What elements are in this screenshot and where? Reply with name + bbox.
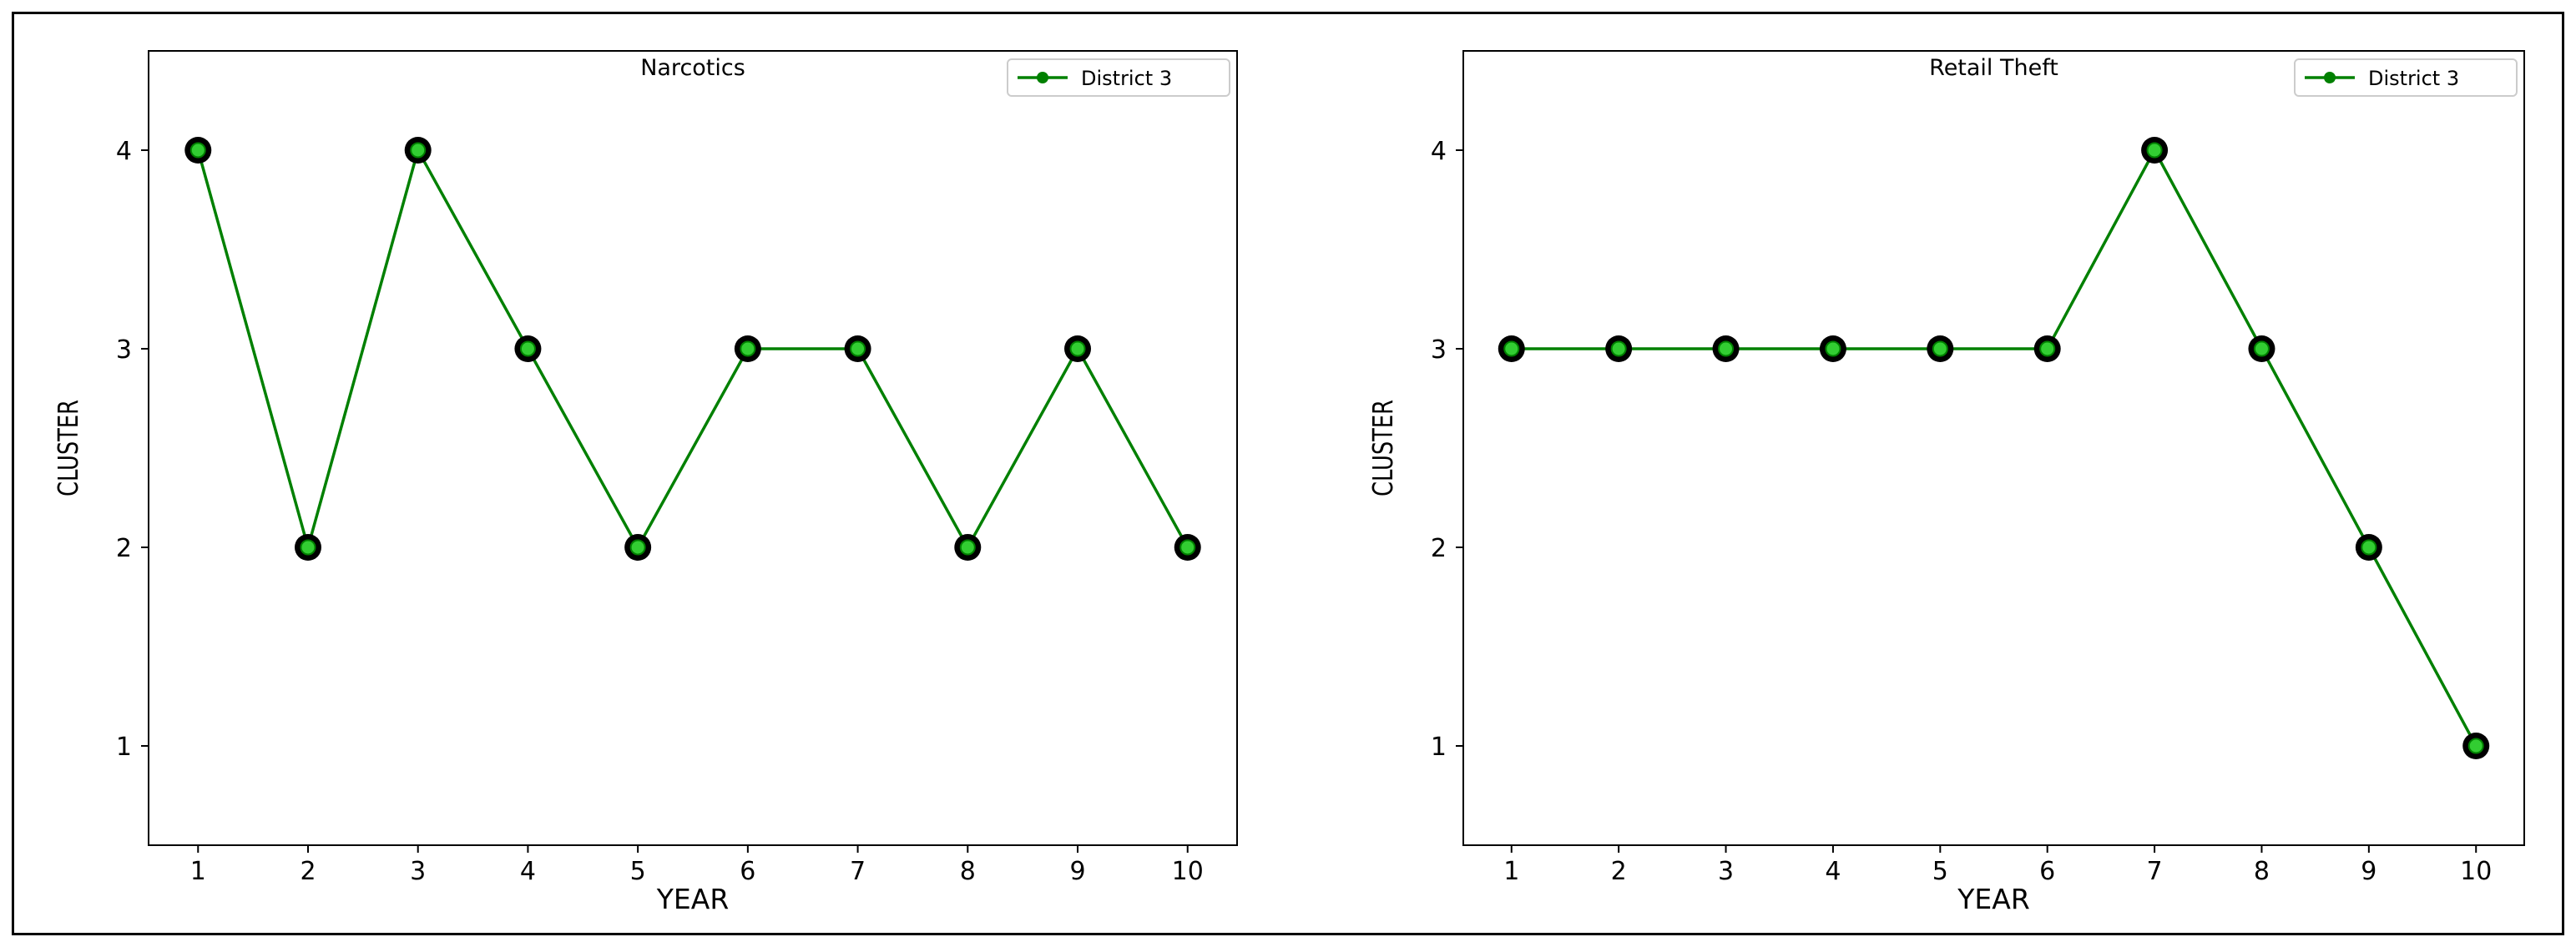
narcotics-x-tick-label: 2 [300, 857, 316, 886]
retail-theft-x-tick-label: 6 [2039, 857, 2055, 886]
retail-theft-y-axis-label: CLUSTER [1367, 400, 1399, 496]
retail-theft-point [2253, 340, 2270, 357]
narcotics-y-tick-label: 2 [116, 534, 132, 563]
narcotics-x-tick-label: 5 [630, 857, 646, 886]
narcotics-y-tick-label: 3 [116, 335, 132, 365]
retail-theft-x-tick-label: 1 [1503, 857, 1519, 886]
narcotics-x-tick-label: 8 [960, 857, 976, 886]
narcotics-series-line [196, 149, 1190, 549]
retail-theft-x-tick-label: 10 [2460, 857, 2492, 886]
narcotics-legend-box [1007, 58, 1230, 97]
retail-theft-point [1718, 340, 1735, 357]
figure-frame: 1 2 3 4 5 6 7 8 9 10 1 2 3 4 Narcotics YEAR CLUSTER Distr… [12, 12, 2564, 935]
retail-theft-x-tick-label: 9 [2361, 857, 2376, 886]
retail-theft-x-tick-label: 2 [1611, 857, 1627, 886]
narcotics-x-axis-label: YEAR [656, 883, 730, 915]
retail-theft-x-tick-label: 7 [2147, 857, 2163, 886]
retail-theft-point [1503, 340, 1520, 357]
retail-theft-axes-box [1462, 50, 2525, 846]
retail-theft-x-tick-label: 5 [1932, 857, 1948, 886]
narcotics-point [629, 539, 646, 556]
retail-theft-chart: 1 2 3 4 5 6 7 8 9 10 1 2 3 4 Retail Theft YEAR CLUSTER Di… [1367, 50, 2525, 915]
retail-theft-point [2146, 142, 2163, 159]
retail-theft-x-tick-label: 4 [1825, 857, 1841, 886]
narcotics-point [410, 142, 427, 159]
narcotics-y-tick-label: 1 [116, 733, 132, 762]
retail-theft-title: Retail Theft [1929, 55, 2058, 81]
retail-theft-legend-marker [2324, 72, 2336, 83]
retail-theft-x-axis-label: YEAR [1957, 883, 2030, 915]
narcotics-y-tick-label: 4 [116, 137, 132, 166]
narcotics-x-tick-label: 6 [740, 857, 755, 886]
narcotics-x-tick-label: 1 [190, 857, 206, 886]
narcotics-x-tick-label: 3 [410, 857, 426, 886]
narcotics-point [959, 539, 976, 556]
retail-theft-series-line [1511, 149, 2478, 747]
retail-theft-y-tick-label: 2 [1431, 534, 1447, 563]
narcotics-legend-marker [1037, 72, 1048, 83]
narcotics-point [189, 142, 206, 159]
narcotics-legend-label: District 3 [1081, 67, 1172, 90]
retail-theft-x-tick-label: 3 [1718, 857, 1734, 886]
retail-theft-point [1610, 340, 1627, 357]
retail-theft-legend-box [2294, 58, 2518, 97]
retail-theft-point [1825, 340, 1841, 357]
retail-theft-y-tick-label: 4 [1431, 137, 1447, 166]
narcotics-y-axis-label: CLUSTER [53, 400, 84, 496]
narcotics-point [1069, 340, 1086, 357]
narcotics-title: Narcotics [640, 55, 745, 81]
retail-theft-y-tick-label: 1 [1431, 733, 1447, 762]
narcotics-point [850, 340, 866, 357]
retail-theft-legend-label: District 3 [2368, 67, 2459, 90]
retail-theft-y-tick-label: 3 [1431, 335, 1447, 365]
narcotics-point [519, 340, 536, 357]
narcotics-x-tick-label: 7 [850, 857, 866, 886]
retail-theft-point [2039, 340, 2056, 357]
narcotics-x-tick-label: 10 [1172, 857, 1204, 886]
retail-theft-point [1932, 340, 1948, 357]
retail-theft-x-tick-label: 8 [2254, 857, 2270, 886]
narcotics-point [1179, 539, 1196, 556]
narcotics-chart: 1 2 3 4 5 6 7 8 9 10 1 2 3 4 Narcotics YEAR CLUSTER Distr… [53, 50, 1238, 915]
retail-theft-point [2467, 738, 2484, 754]
narcotics-point [300, 539, 316, 556]
narcotics-x-tick-label: 9 [1069, 857, 1085, 886]
narcotics-axes-box [148, 50, 1238, 846]
retail-theft-point [2361, 539, 2377, 556]
narcotics-x-tick-label: 4 [520, 857, 536, 886]
narcotics-point [740, 340, 756, 357]
